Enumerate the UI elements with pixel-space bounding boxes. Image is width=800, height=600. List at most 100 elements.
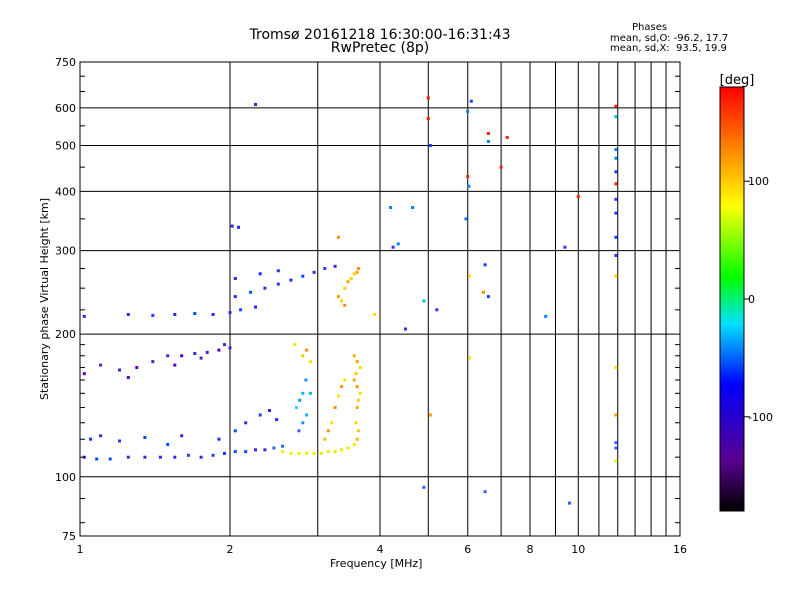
o-mode-point [268,409,271,412]
x-mode-point [355,270,359,274]
o-mode-point [233,429,237,433]
o-mode-point [312,270,316,274]
o-mode-point [223,343,226,347]
x-mode-point [505,135,509,139]
x-mode-point [305,348,309,352]
o-mode-point [428,144,432,147]
plot-frame [79,61,681,537]
chart-title: Tromsø 20161218 16:30:00-16:31:43 [249,27,511,43]
o-mode-point [544,314,548,318]
x-mode-point [333,450,337,454]
x-mode-point [326,450,330,454]
o-mode-point [486,139,490,143]
o-mode-point [82,314,86,318]
o-mode-point [281,444,285,448]
x-mode-point [614,104,618,108]
x-mode-point [293,343,297,347]
o-mode-point [233,277,237,280]
o-mode-point [173,455,177,459]
o-mode-point [263,286,267,290]
x-mode-point [355,437,359,441]
o-mode-point [305,413,309,417]
colorbar-tick-label: -100 [748,411,773,424]
o-mode-point [254,305,257,309]
o-mode-point [230,224,234,228]
o-mode-point [614,235,618,239]
x-mode-point [343,378,347,382]
o-mode-point [254,448,257,452]
o-mode-point [143,436,147,439]
o-mode-point [289,278,293,282]
o-mode-point [333,264,337,268]
y-tick-label: 500 [55,139,76,152]
o-mode-point [411,206,415,209]
o-mode-point [166,354,170,358]
o-mode-point [173,313,177,316]
x-mode-point [352,378,356,382]
o-mode-point [228,346,232,350]
o-mode-point [99,434,103,438]
o-mode-point [275,418,279,422]
o-mode-point [301,391,305,395]
o-mode-point [483,263,487,267]
o-mode-point [158,455,162,459]
o-mode-point [297,429,301,433]
x-mode-point [468,356,471,360]
x-axis-label: Frequency [MHz] [330,557,423,570]
o-mode-point [199,455,203,459]
colorbar-tick-label: 0 [748,293,755,306]
x-mode-point [281,450,285,454]
o-mode-point [126,376,130,379]
o-mode-point [233,450,237,454]
o-mode-point [95,457,99,461]
o-mode-point [228,311,232,315]
o-mode-point [126,313,130,316]
o-mode-point [614,441,618,445]
o-mode-point [323,267,327,270]
o-mode-point [205,350,209,354]
o-mode-point [211,453,215,457]
o-mode-point [249,290,253,294]
x-mode-point [614,366,618,369]
o-mode-point [422,299,426,303]
x-tick-label: 16 [673,543,687,556]
o-mode-point [193,312,197,315]
x-mode-point [289,451,293,455]
o-mode-point [108,457,112,461]
stats-heading: Phases [632,22,668,33]
o-mode-point [211,313,215,316]
x-mode-point [576,195,580,199]
y-tick-label: 75 [62,530,76,543]
o-mode-point [614,156,618,160]
y-tick-label: 400 [55,185,76,198]
colorbar [719,86,745,512]
x-mode-point [301,354,305,358]
x-mode-point [358,366,362,369]
x-mode-point [319,451,323,455]
x-mode-point [373,313,376,316]
x-mode-point [352,354,356,358]
x-tick-label: 10 [571,543,585,556]
o-mode-point [223,451,226,455]
o-mode-point [82,372,86,376]
o-mode-point [118,368,121,372]
o-mode-point [263,448,267,452]
o-mode-point [173,363,177,367]
y-tick-label: 600 [55,102,76,115]
x-mode-point [346,280,350,284]
x-mode-point [312,451,316,455]
x-mode-point [428,413,432,417]
x-mode-point [343,286,347,290]
x-mode-point [614,459,618,463]
o-mode-point [151,360,155,364]
x-mode-point [343,303,347,307]
o-mode-point [180,354,184,358]
x-tick-label: 4 [377,543,384,556]
o-mode-point [151,313,155,317]
o-mode-point [244,421,248,425]
o-mode-point [467,184,471,188]
x-mode-point [426,117,430,120]
x-mode-point [323,437,327,441]
x-mode-point [356,267,360,270]
